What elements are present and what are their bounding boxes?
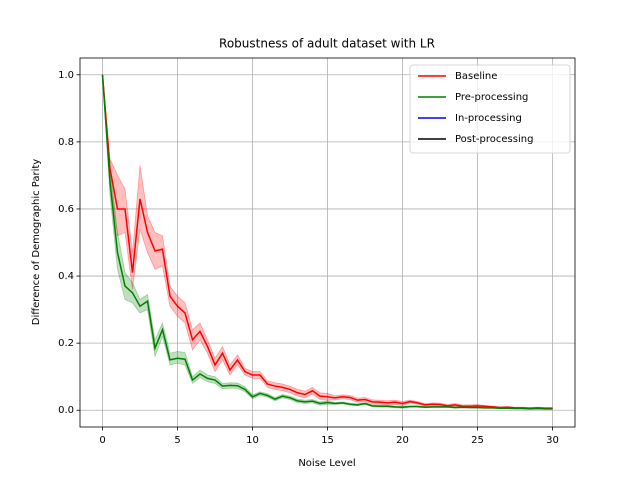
line [101,74,553,409]
y-tick-label: 0.8 [58,137,74,148]
legend-label: Post-processing [455,134,533,145]
line [101,74,553,410]
y-tick-label: 0.2 [58,338,74,349]
y-tick-label: 1.0 [58,70,74,81]
x-tick-label: 20 [396,435,409,446]
legend-label: In-processing [455,113,522,124]
y-tick-label: 0.0 [58,405,74,416]
x-tick-label: 30 [546,435,559,446]
chart-title: Robustness of adult dataset with LR [219,37,435,51]
y-tick-label: 0.4 [58,271,74,282]
x-tick-label: 10 [246,435,259,446]
axes-frame [79,57,576,428]
x-tick-label: 0 [99,435,105,446]
legend-label: Baseline [455,71,497,82]
legend-box [409,64,571,154]
legend-label: Pre-processing [455,92,528,103]
y-tick-label: 0.6 [58,204,74,215]
y-axis-label: Difference of Demographic Parity [31,159,42,326]
x-tick-label: 15 [321,435,334,446]
x-tick-label: 5 [174,435,180,446]
x-tick-label: 25 [471,435,484,446]
x-axis-label: Noise Level [298,458,355,469]
